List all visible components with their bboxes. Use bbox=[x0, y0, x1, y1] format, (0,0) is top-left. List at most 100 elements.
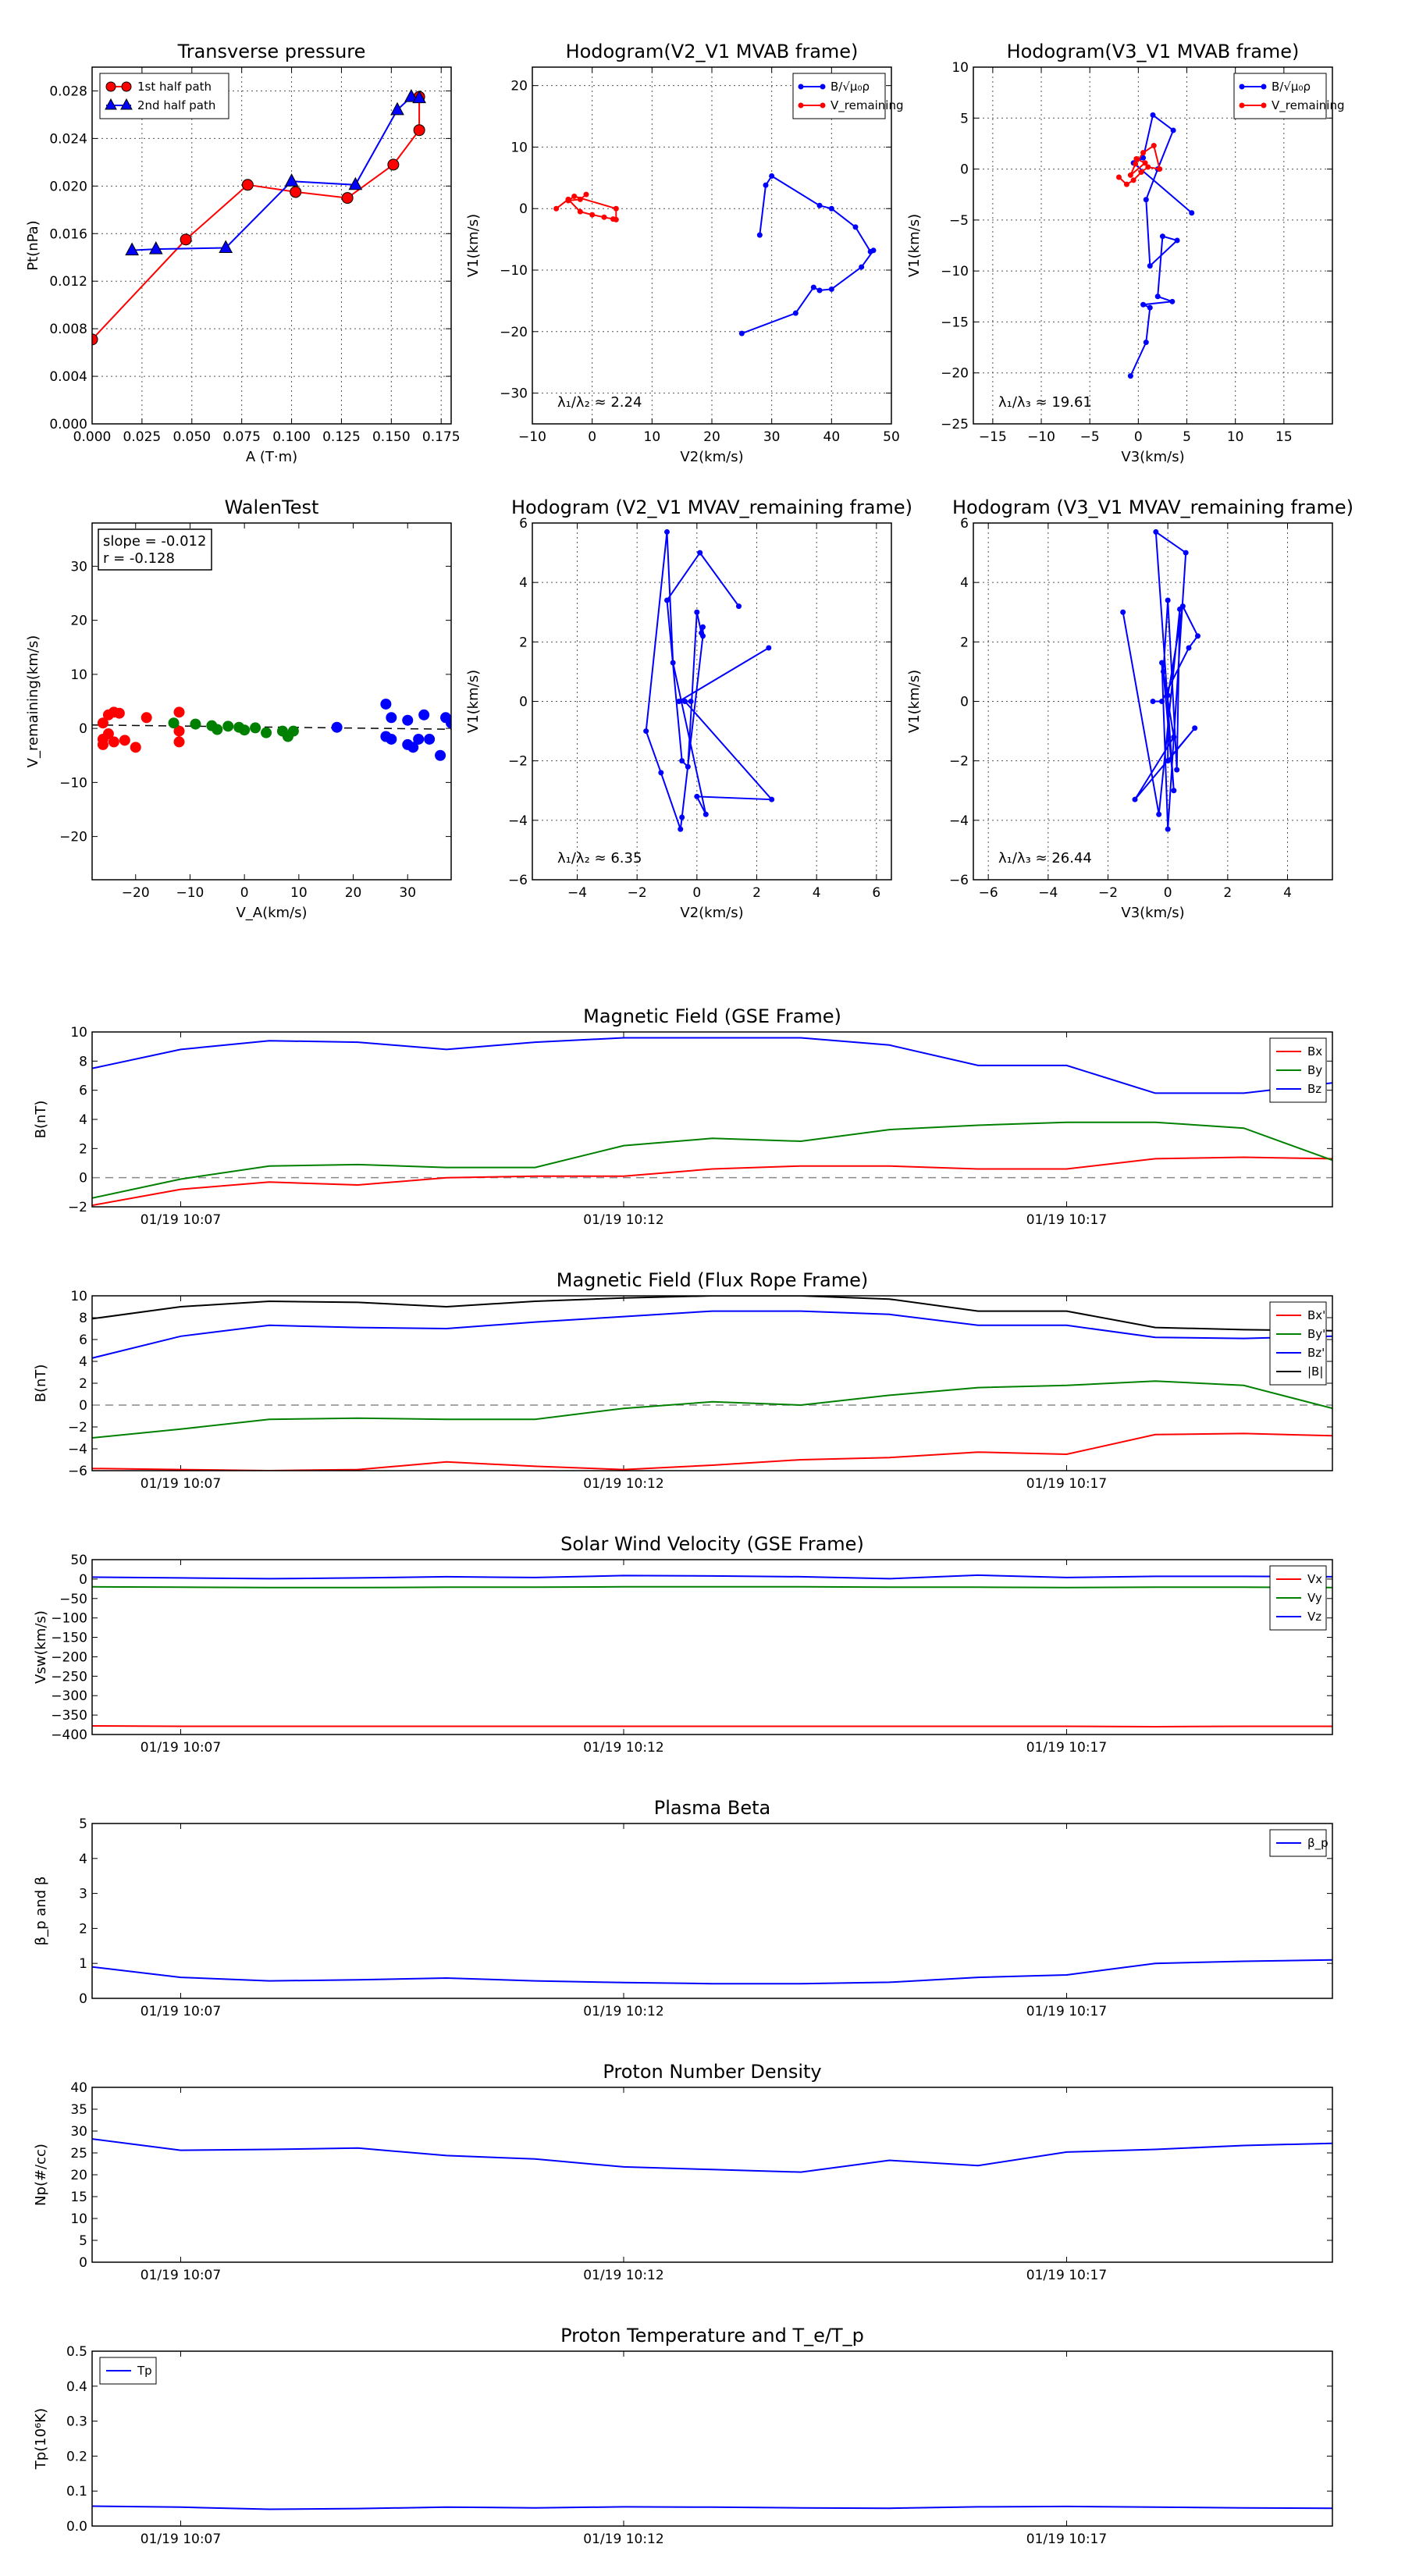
x-tick-label: −15 bbox=[979, 429, 1007, 445]
data-point bbox=[450, 728, 451, 729]
x-tick-label: −4 bbox=[567, 885, 587, 901]
data-point bbox=[113, 707, 125, 719]
x-tick-label: −10 bbox=[176, 885, 205, 901]
legend-label: Vz bbox=[1307, 1610, 1321, 1624]
data-point bbox=[241, 179, 254, 191]
y-tick-label: −15 bbox=[941, 315, 969, 330]
y-tick-label: 20 bbox=[70, 614, 87, 629]
y-tick-label: 8 bbox=[79, 1311, 87, 1326]
series-line-0 bbox=[645, 532, 774, 830]
data-point bbox=[702, 811, 709, 817]
y-tick-label: 10 bbox=[951, 60, 969, 76]
x-tick-label: 10 bbox=[644, 429, 661, 445]
x-tick-label: 01/19 10:17 bbox=[1026, 1476, 1107, 1492]
fit-line bbox=[92, 724, 451, 730]
x-tick-label: 15 bbox=[1275, 429, 1293, 445]
x-tick-label: 01/19 10:07 bbox=[140, 1212, 221, 1228]
legend-marker bbox=[798, 84, 804, 90]
data-point bbox=[1171, 734, 1177, 740]
data-point bbox=[828, 205, 834, 212]
x-axis-label: V2(km/s) bbox=[680, 449, 743, 465]
x-tick-label: 0.075 bbox=[222, 429, 261, 445]
y-axis-label: V1(km/s) bbox=[906, 214, 923, 277]
y-tick-label: 10 bbox=[70, 1289, 87, 1304]
data-point bbox=[1143, 197, 1149, 203]
legend-label: Bz bbox=[1307, 1082, 1321, 1096]
data-point bbox=[1170, 127, 1176, 133]
data-point bbox=[792, 310, 799, 316]
legend-box bbox=[1233, 73, 1327, 119]
y-tick-label: −400 bbox=[51, 1727, 87, 1743]
data-point bbox=[108, 736, 119, 748]
y-tick-label: 0.000 bbox=[49, 417, 87, 432]
y-tick-label: 25 bbox=[70, 2146, 87, 2161]
data-point bbox=[694, 793, 700, 799]
data-point bbox=[92, 333, 98, 346]
data-point bbox=[341, 192, 354, 205]
data-point bbox=[331, 721, 343, 733]
data-point bbox=[190, 718, 201, 730]
x-tick-label: 0.100 bbox=[272, 429, 311, 445]
data-point bbox=[694, 609, 700, 615]
y-tick-label: 10 bbox=[70, 1025, 87, 1041]
y-tick-label: 30 bbox=[70, 559, 87, 575]
legend-marker bbox=[798, 102, 804, 109]
data-point bbox=[168, 717, 180, 729]
data-point bbox=[678, 826, 684, 832]
y-tick-label: 0 bbox=[79, 1991, 87, 2007]
data-point bbox=[613, 205, 619, 212]
data-point bbox=[852, 224, 859, 230]
chart-title: Magnetic Field (GSE Frame) bbox=[583, 1005, 841, 1027]
data-point bbox=[250, 722, 261, 734]
legend-label: Vx bbox=[1307, 1572, 1322, 1586]
axes-frame bbox=[973, 522, 1333, 881]
data-point bbox=[1132, 796, 1138, 802]
data-point bbox=[738, 330, 745, 336]
plot-area bbox=[92, 2505, 1332, 2510]
plot-area bbox=[92, 1037, 1332, 1207]
y-tick-label: 6 bbox=[960, 516, 969, 532]
annotation-text: λ₁/λ₂ ≈ 2.24 bbox=[557, 394, 642, 411]
y-tick-label: 8 bbox=[79, 1054, 87, 1069]
y-tick-label: 0.2 bbox=[66, 2449, 87, 2464]
y-tick-label: 0 bbox=[79, 1572, 87, 1588]
chart-h3 bbox=[532, 522, 892, 881]
y-tick-label: 5 bbox=[79, 2233, 87, 2249]
annotation-text: λ₁/λ₃ ≈ 26.44 bbox=[998, 850, 1092, 866]
data-point bbox=[859, 264, 865, 270]
data-point bbox=[643, 728, 649, 735]
x-tick-label: 0.050 bbox=[173, 429, 211, 445]
chart-title: Transverse pressure bbox=[177, 41, 366, 62]
y-tick-label: 3 bbox=[79, 1887, 87, 1902]
y-tick-label: −20 bbox=[941, 366, 969, 382]
x-tick-label: −2 bbox=[1098, 885, 1118, 901]
series-line-0 bbox=[92, 2138, 1332, 2173]
y-tick-label: 0.004 bbox=[49, 369, 87, 385]
data-point bbox=[682, 699, 688, 704]
chart-h2 bbox=[973, 66, 1333, 425]
chart-title: Magnetic Field (Flux Rope Frame) bbox=[557, 1269, 868, 1291]
data-point bbox=[290, 186, 302, 198]
y-tick-label: 20 bbox=[70, 2168, 87, 2183]
legend-label: B/√μ₀ρ bbox=[831, 80, 870, 94]
data-point bbox=[577, 196, 583, 202]
y-tick-label: 6 bbox=[79, 1083, 87, 1099]
y-tick-label: 4 bbox=[79, 1852, 87, 1867]
y-tick-label: −100 bbox=[51, 1611, 87, 1627]
data-point bbox=[239, 724, 251, 736]
axes-frame bbox=[91, 1823, 1333, 1999]
data-point bbox=[284, 173, 299, 187]
legend-marker bbox=[121, 81, 132, 92]
y-tick-label: −6 bbox=[508, 873, 528, 888]
data-point bbox=[1130, 177, 1136, 183]
chart-bgse bbox=[91, 1031, 1333, 1208]
data-point bbox=[1147, 263, 1153, 269]
data-point bbox=[601, 214, 607, 220]
legend-label: 2nd half path bbox=[137, 98, 215, 112]
y-tick-label: 4 bbox=[519, 575, 528, 591]
plot-area bbox=[92, 1296, 1332, 1471]
x-tick-label: 01/19 10:12 bbox=[583, 2004, 663, 2019]
data-point bbox=[1120, 609, 1126, 615]
data-point bbox=[348, 176, 363, 190]
data-point bbox=[679, 758, 685, 764]
